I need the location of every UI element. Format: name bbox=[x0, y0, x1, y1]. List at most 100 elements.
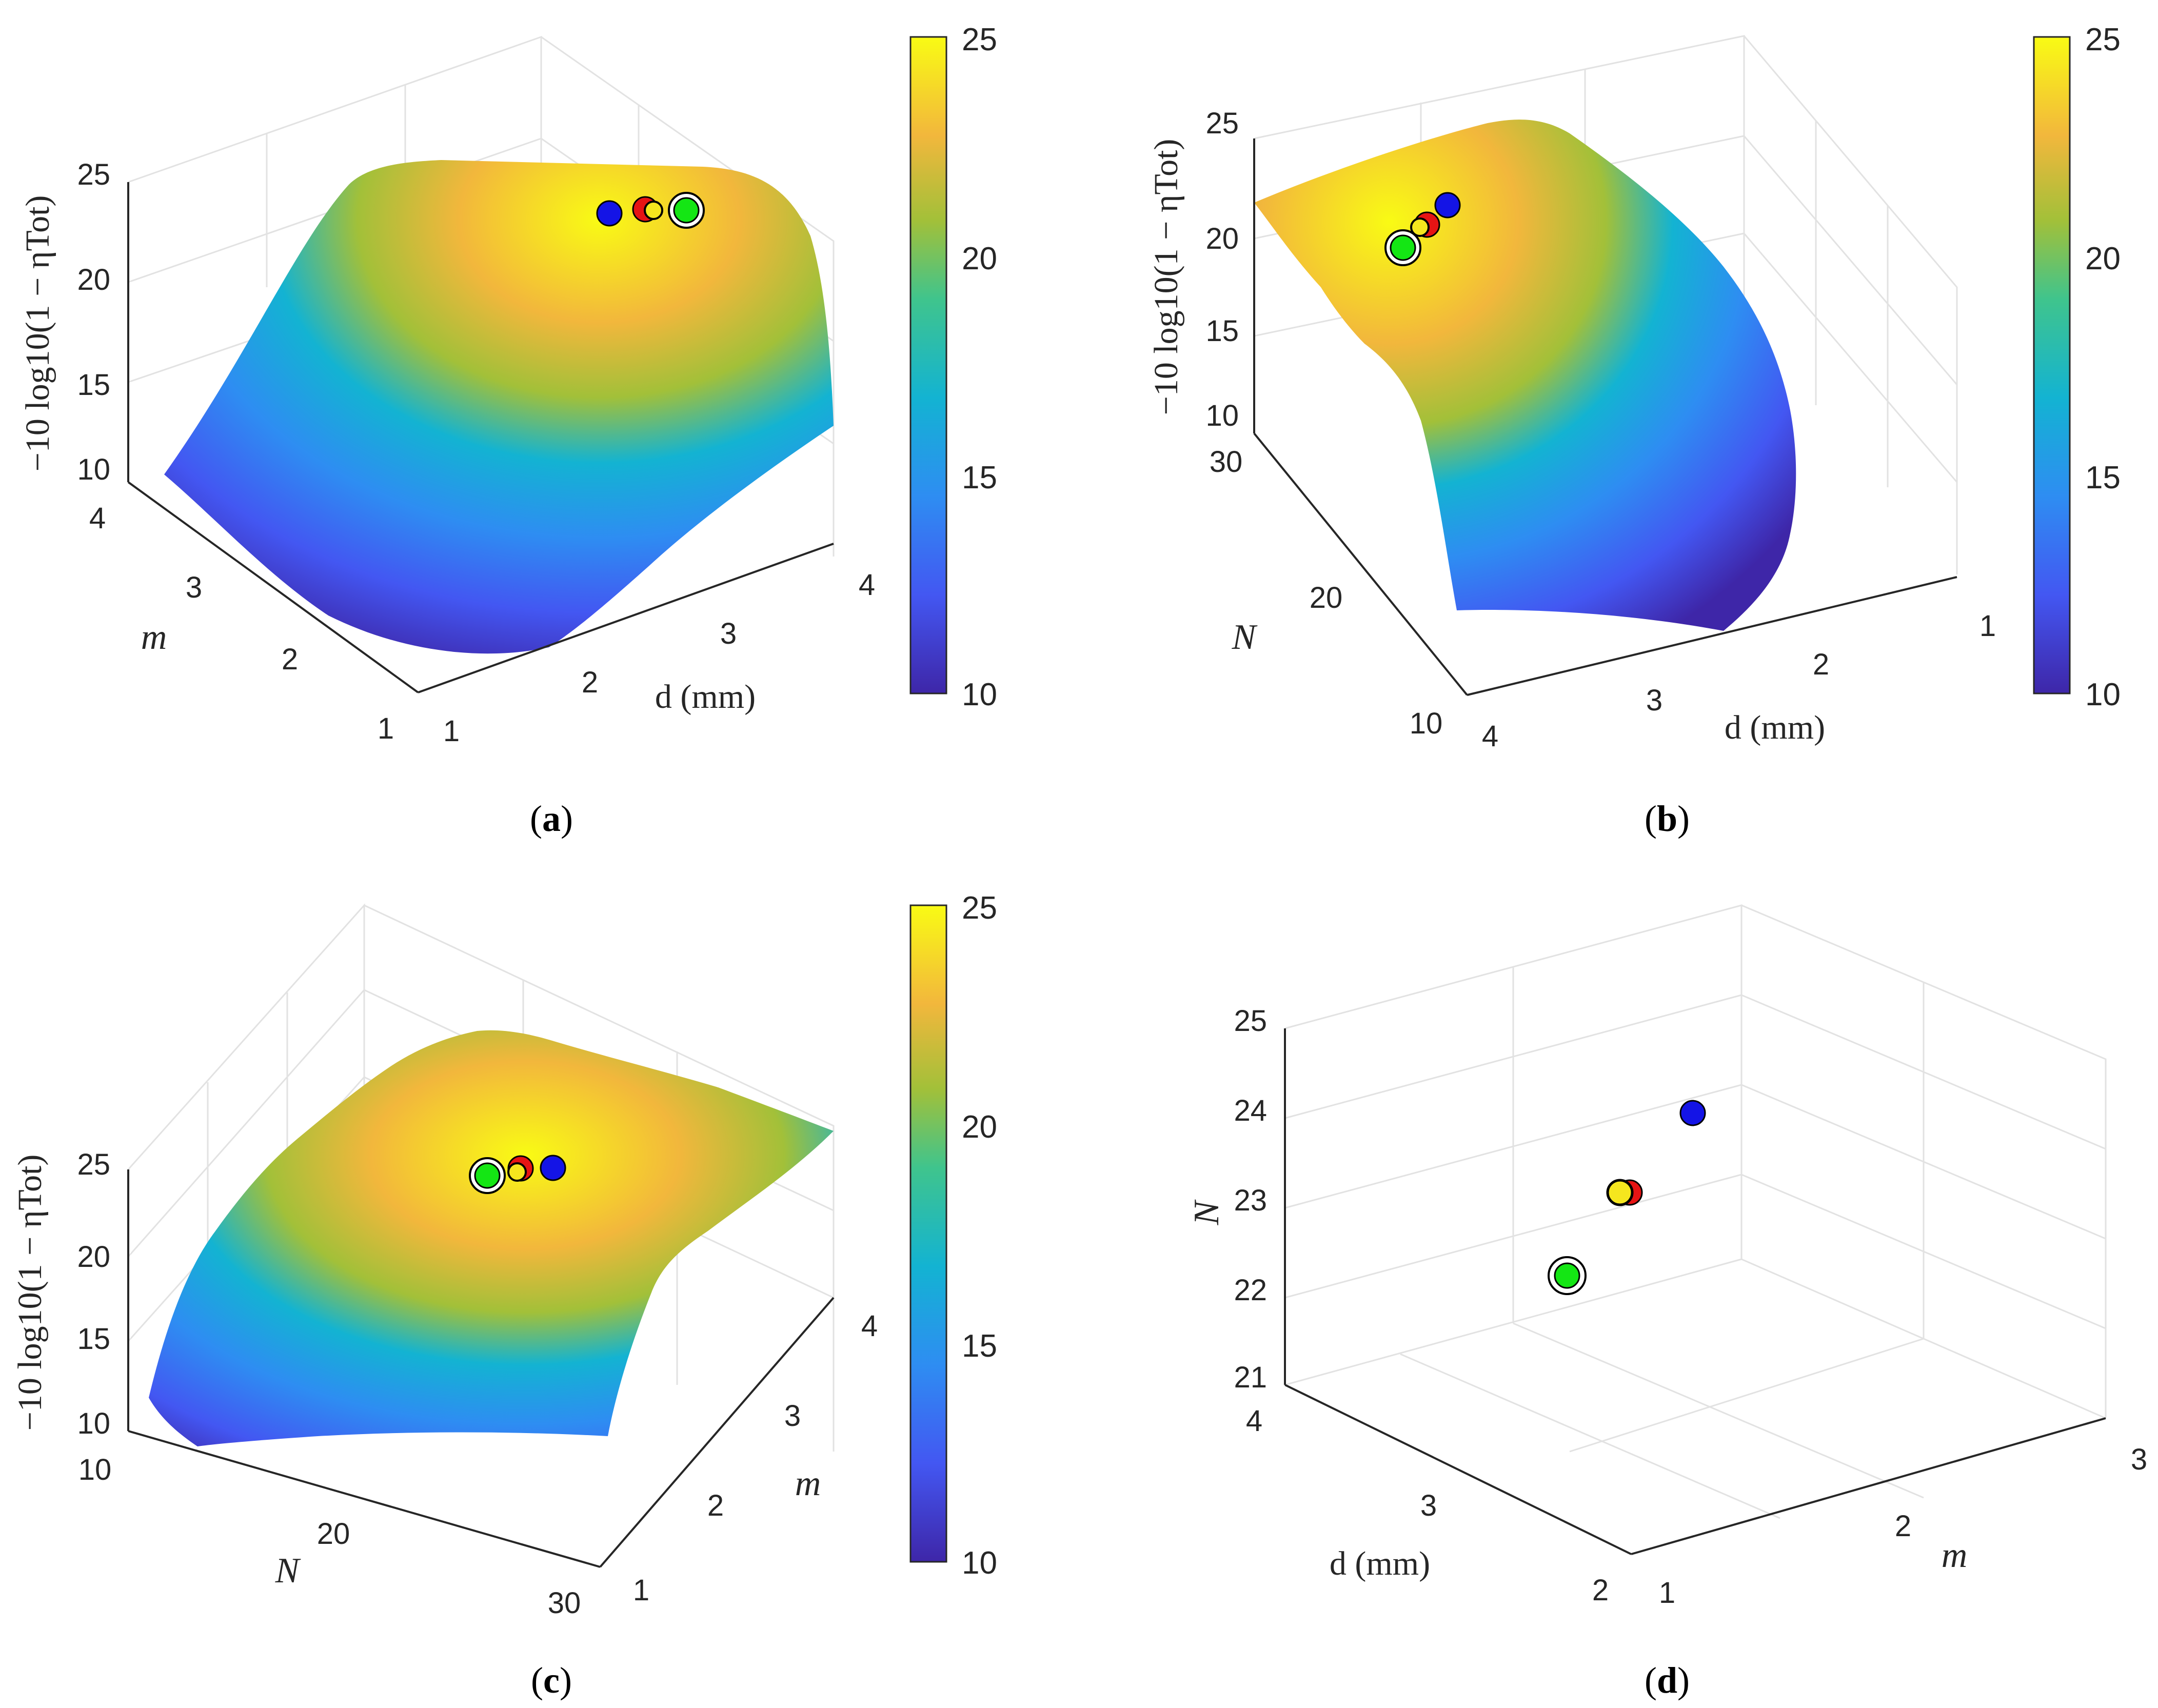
panel-b-marker-blue bbox=[1434, 192, 1461, 219]
panel-a-caption: (a) bbox=[530, 798, 573, 839]
panel-c-x-ticks: 10 20 30 bbox=[78, 1453, 581, 1620]
panel-d-z-tick: 21 bbox=[1234, 1361, 1267, 1394]
panel-b-z-tick: 15 bbox=[1205, 314, 1239, 348]
panel-b-y-tick: 20 bbox=[1310, 581, 1343, 614]
panel-d-x-tick: 3 bbox=[1420, 1489, 1437, 1522]
panel-d-y-tick: 2 bbox=[1895, 1510, 1911, 1543]
panel-a-cb-tick: 10 bbox=[962, 677, 997, 712]
panel-c-axes bbox=[127, 1169, 835, 1568]
panel-c-z-tick: 20 bbox=[77, 1240, 110, 1274]
panel-d-x-ticks: 2 3 4 bbox=[1246, 1404, 1609, 1607]
panel-d-y-tick: 1 bbox=[1659, 1576, 1675, 1610]
panel-a-y-label: m bbox=[141, 618, 167, 657]
panel-b-cb-tick: 20 bbox=[2085, 241, 2121, 276]
panel-c-y-tick: 1 bbox=[633, 1574, 649, 1607]
panel-b-z-label: −10 log10(1 − ηTot) bbox=[1147, 139, 1185, 415]
panel-b: 10 15 20 25 10 20 30 1 2 3 4 −10 log10(1… bbox=[1147, 22, 2121, 839]
panel-d-marker-yellow bbox=[1606, 1179, 1634, 1206]
panel-c-cb-tick: 15 bbox=[962, 1328, 997, 1364]
panel-b-cb-tick: 25 bbox=[2085, 22, 2121, 57]
panel-b-x-tick: 4 bbox=[1482, 720, 1498, 753]
panel-d: 21 22 23 24 25 2 3 4 1 2 3 N d (mm) m (d… bbox=[1187, 904, 2147, 1701]
panel-c-colorbar: 10 15 20 25 bbox=[909, 890, 997, 1581]
panel-a-colorbar: 10 15 20 25 bbox=[909, 22, 997, 712]
panel-c-markers bbox=[469, 1155, 566, 1194]
panel-a-x-label: d (mm) bbox=[655, 678, 756, 716]
panel-c: 10 15 20 25 10 20 30 1 2 3 4 −10 log10(1… bbox=[11, 890, 997, 1701]
panel-d-y-label: m bbox=[1942, 1536, 1968, 1575]
panel-d-z-tick: 22 bbox=[1234, 1274, 1267, 1307]
panel-d-x-label: d (mm) bbox=[1330, 1545, 1430, 1582]
panel-b-axes bbox=[1253, 138, 1957, 696]
panel-d-marker-green bbox=[1554, 1262, 1580, 1289]
panel-a-z-label: −10 log10(1 − ηTot) bbox=[19, 195, 56, 472]
panel-a-x-tick: 1 bbox=[443, 714, 460, 748]
panel-c-x-label: N bbox=[275, 1551, 301, 1591]
panel-c-z-tick: 25 bbox=[77, 1148, 110, 1181]
panel-a-y-tick: 1 bbox=[378, 712, 394, 745]
panel-d-z-tick: 24 bbox=[1234, 1094, 1267, 1127]
panel-a: 10 15 20 25 1 2 3 4 1 2 3 4 −10 log10(1 … bbox=[19, 22, 997, 839]
panel-c-cb-tick: 25 bbox=[962, 890, 997, 926]
panel-c-x-tick: 30 bbox=[548, 1586, 581, 1620]
panel-c-y-tick: 2 bbox=[707, 1489, 724, 1522]
panel-a-markers bbox=[596, 192, 705, 229]
panel-a-y-tick: 3 bbox=[186, 571, 202, 604]
panel-b-marker-green bbox=[1390, 234, 1416, 261]
panel-b-x-ticks: 1 2 3 4 bbox=[1482, 609, 1996, 753]
panel-b-surface bbox=[1254, 120, 1796, 631]
panel-a-x-tick: 4 bbox=[859, 568, 875, 602]
panel-c-surface bbox=[149, 1030, 834, 1446]
panel-c-z-tick: 15 bbox=[77, 1322, 110, 1356]
panel-b-x-tick: 1 bbox=[1979, 609, 1996, 643]
panel-b-z-tick: 25 bbox=[1205, 107, 1239, 140]
panel-d-x-tick: 2 bbox=[1592, 1574, 1609, 1607]
panel-d-axes bbox=[1284, 1028, 2106, 1555]
panel-c-marker-yellow bbox=[507, 1162, 527, 1182]
panel-a-z-tick: 15 bbox=[77, 368, 110, 402]
panel-b-z-ticks: 10 15 20 25 bbox=[1205, 107, 1239, 432]
panel-d-z-ticks: 21 22 23 24 25 bbox=[1234, 1004, 1267, 1394]
panel-d-x-tick: 4 bbox=[1246, 1404, 1262, 1438]
panel-a-z-tick: 25 bbox=[77, 158, 110, 191]
panel-b-z-tick: 10 bbox=[1205, 399, 1239, 432]
panel-c-y-ticks: 1 2 3 4 bbox=[633, 1309, 878, 1607]
panel-d-caption: (d) bbox=[1645, 1660, 1690, 1701]
panel-d-z-tick: 25 bbox=[1234, 1004, 1267, 1038]
panel-c-z-label: −10 log10(1 − ηTot) bbox=[11, 1155, 49, 1431]
panel-c-z-tick: 10 bbox=[77, 1407, 110, 1440]
panel-b-colorbar: 10 15 20 25 bbox=[2033, 22, 2121, 712]
panel-d-y-ticks: 1 2 3 bbox=[1659, 1443, 2147, 1610]
panel-b-cb-tick: 10 bbox=[2085, 677, 2121, 712]
panel-b-x-tick: 3 bbox=[1646, 684, 1662, 717]
panel-b-y-tick: 30 bbox=[1210, 445, 1243, 479]
panel-d-grid bbox=[1284, 904, 2107, 1519]
panel-b-cb-tick: 15 bbox=[2085, 460, 2121, 495]
panel-a-y-tick: 2 bbox=[282, 643, 298, 676]
panel-d-z-tick: 23 bbox=[1234, 1184, 1267, 1217]
panel-a-cb-tick: 25 bbox=[962, 22, 997, 57]
panel-a-cb-tick: 20 bbox=[962, 241, 997, 276]
panel-a-axes bbox=[127, 182, 834, 693]
panel-a-surface bbox=[164, 160, 834, 654]
panel-a-x-ticks: 1 2 3 4 bbox=[443, 568, 875, 748]
panel-a-x-tick: 2 bbox=[582, 666, 598, 699]
panel-d-y-tick: 3 bbox=[2131, 1443, 2147, 1476]
panel-b-caption: (b) bbox=[1645, 798, 1690, 839]
panel-b-y-ticks: 10 20 30 bbox=[1210, 445, 1443, 740]
panel-b-z-tick: 20 bbox=[1205, 222, 1239, 255]
panel-a-marker-blue bbox=[596, 200, 623, 227]
panel-d-marker-blue bbox=[1679, 1100, 1706, 1126]
panel-a-cb-tick: 15 bbox=[962, 460, 997, 495]
panel-b-x-label: d (mm) bbox=[1725, 709, 1825, 746]
panel-c-z-ticks: 10 15 20 25 bbox=[77, 1148, 110, 1440]
panel-c-cb-tick: 10 bbox=[962, 1545, 997, 1581]
panel-c-y-label: m bbox=[795, 1464, 821, 1503]
panel-d-z-label: N bbox=[1187, 1199, 1226, 1225]
panel-b-marker-yellow bbox=[1410, 217, 1430, 237]
panel-a-z-tick: 10 bbox=[77, 453, 110, 486]
panel-b-markers bbox=[1384, 192, 1461, 266]
panel-c-x-tick: 10 bbox=[78, 1453, 112, 1486]
panel-c-marker-green bbox=[474, 1162, 501, 1189]
